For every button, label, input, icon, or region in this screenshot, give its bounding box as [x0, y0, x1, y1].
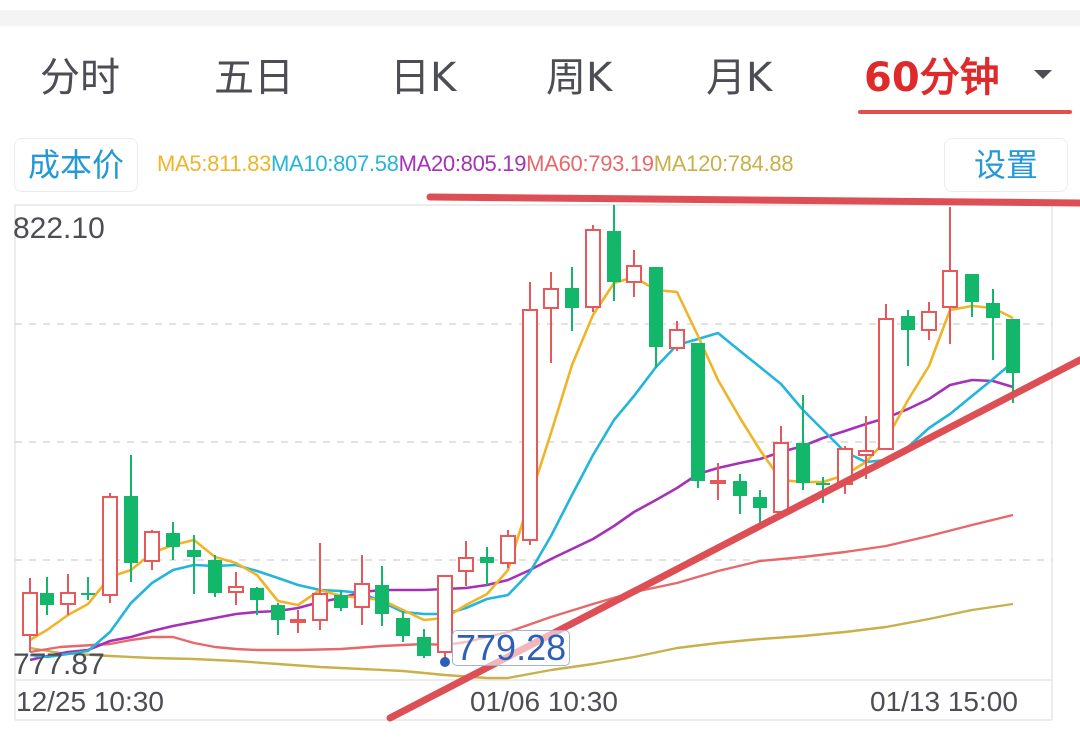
- candle: [396, 611, 410, 642]
- ma-legend: MA5:811.83MA10:807.58MA20:805.19MA60:793…: [157, 148, 794, 180]
- ma5-value: MA5:811.83: [157, 151, 272, 176]
- y-max-label: 822.10: [13, 212, 105, 245]
- candle: [522, 282, 538, 545]
- candle: [753, 490, 767, 523]
- candle: [607, 205, 621, 301]
- candle: [271, 603, 285, 635]
- ma20-value: MA20:805.19: [398, 151, 527, 176]
- candle: [901, 310, 915, 366]
- ma60-value: MA60:793.19: [526, 151, 654, 176]
- candle: [290, 610, 306, 633]
- candle: [649, 267, 663, 368]
- chevron-down-icon[interactable]: [1034, 70, 1052, 79]
- candle: [565, 267, 579, 331]
- ma120-line: [29, 602, 1014, 680]
- x-label-mid: 01/06 10:30: [470, 686, 618, 717]
- resistance-line: [426, 193, 1080, 207]
- status-strip: [0, 0, 1080, 26]
- candle: [921, 302, 937, 340]
- candle: [437, 575, 453, 658]
- tab-monthly-k[interactable]: 月K: [706, 55, 773, 101]
- tab-intraday[interactable]: 分时: [40, 55, 120, 101]
- candle: [312, 543, 328, 630]
- candle: [986, 289, 1000, 360]
- candle: [354, 555, 370, 625]
- candle: [102, 493, 118, 603]
- candle: [585, 225, 601, 312]
- candle: [417, 629, 431, 658]
- candle: [40, 577, 54, 615]
- ma10-line: [29, 331, 1014, 659]
- candle: [626, 250, 642, 297]
- ma120-value: MA120:784.88: [653, 151, 794, 176]
- candle: [124, 455, 138, 582]
- candle: [543, 272, 559, 363]
- candles: [22, 205, 1020, 658]
- candle: [334, 590, 348, 611]
- low-marker-dot: [440, 657, 450, 667]
- candle: [710, 463, 726, 500]
- period-tabs: 分时 五日 日K 周K 月K 60分钟: [0, 26, 1080, 126]
- tab-five-day[interactable]: 五日: [214, 55, 294, 101]
- candle: [144, 530, 160, 570]
- candle: [208, 555, 222, 597]
- candle: [60, 574, 76, 615]
- candle: [480, 547, 494, 585]
- candle: [458, 541, 474, 586]
- tab-60min[interactable]: 60分钟: [864, 55, 1000, 101]
- candle: [375, 566, 389, 626]
- ma-toolbar: 成本价 MA5:811.83MA10:807.58MA20:805.19MA60…: [0, 134, 1080, 196]
- ma20-line: [29, 378, 1014, 662]
- candle: [228, 572, 244, 605]
- candle: [166, 522, 180, 560]
- ma10-value: MA10:807.58: [271, 151, 399, 176]
- y-min-label: 777.87: [13, 648, 105, 681]
- tab-daily-k[interactable]: 日K: [390, 55, 457, 101]
- candle: [187, 535, 201, 594]
- tab-weekly-k[interactable]: 周K: [546, 55, 613, 101]
- candle: [733, 474, 747, 514]
- candle: [796, 395, 810, 490]
- candle: [691, 343, 705, 488]
- low-price-tag: 779.28: [452, 630, 571, 666]
- candle: [878, 304, 894, 450]
- candle: [250, 587, 264, 615]
- candle: [965, 274, 979, 317]
- settings-button[interactable]: 设置: [944, 138, 1068, 192]
- candle: [858, 416, 874, 479]
- active-tab-indicator: [858, 110, 1072, 114]
- candle: [669, 321, 685, 351]
- candle: [942, 207, 958, 344]
- cost-price-button[interactable]: 成本价: [14, 138, 138, 192]
- x-label-end: 01/13 15:00: [870, 686, 1018, 717]
- candle: [81, 577, 95, 600]
- candle: [773, 426, 789, 513]
- candle: [22, 578, 38, 652]
- candle: [500, 530, 516, 568]
- x-label-start: 12/25 10:30: [16, 686, 164, 717]
- status-strip-bg: [0, 10, 1080, 26]
